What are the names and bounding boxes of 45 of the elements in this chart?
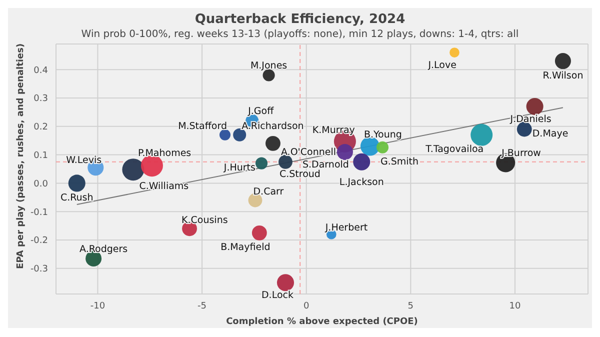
series-label: D.Maye	[532, 128, 568, 140]
series-label: J.Herbert	[324, 222, 368, 234]
series-label: D.Lock	[261, 290, 294, 301]
y-tick-label: 0.0	[34, 179, 48, 190]
series-label: A.O'Connell	[280, 146, 336, 158]
series-label: W.Levis	[66, 154, 102, 166]
series-label: M.Jones	[250, 60, 288, 72]
y-tick-label: -0.1	[30, 208, 48, 218]
y-tick-label: -0.2	[30, 236, 48, 246]
series-label: J.Daniels	[509, 114, 552, 125]
series-label: C.Rush	[60, 192, 94, 204]
series-label: J.Hurts	[222, 162, 256, 174]
series-label: A.Richardson	[242, 121, 304, 132]
y-tick-label: 0.4	[34, 66, 48, 76]
series-label: P.Mahomes	[138, 148, 192, 159]
series-label: L.Jackson	[339, 177, 384, 188]
series-label: S.Darnold	[302, 159, 349, 170]
series-label: G.Smith	[380, 156, 419, 168]
series-label: A.Rodgers	[80, 244, 128, 255]
y-tick-label: -0.3	[30, 264, 48, 275]
series-label: K.Murray	[312, 124, 356, 136]
y-tick-label: 0.1	[34, 150, 48, 161]
series-label: M.Stafford	[178, 121, 227, 132]
chart-subtitle: Win prob 0-100%, reg. weeks 13-13 (playoffs: none), min 12 plays, downs: 1-4, qtrs: all	[80, 29, 520, 40]
series-label: J.Love	[427, 60, 457, 71]
x-tick-label: 0	[303, 301, 310, 312]
series-label: J.Burrow	[500, 148, 542, 160]
chart-title: Quarterback Efficiency, 2024	[194, 11, 406, 27]
x-tick-label: 5	[408, 301, 414, 312]
series-label: K.Cousins	[182, 214, 228, 226]
x-tick-label: 10	[509, 301, 521, 312]
series-label: B.Mayfield	[220, 242, 270, 254]
y-axis-title: EPA per play (passes, rushes, and penalties)	[16, 43, 26, 269]
series-label: D.Carr	[253, 186, 284, 198]
x-tick-label: -10	[90, 301, 106, 312]
series-label: J.Goff	[247, 106, 274, 118]
series-label: C.Stroud	[279, 169, 320, 180]
series-label: C.Williams	[139, 180, 189, 192]
x-tick-label: -5	[198, 301, 207, 312]
series-label: R.Wilson	[542, 70, 584, 82]
series-label: T.Tagovailoa	[424, 144, 484, 156]
x-axis-title: Completion % above expected (CPOE)	[226, 317, 418, 327]
y-tick-label: 0.3	[34, 94, 48, 104]
y-tick-label: 0.2	[34, 122, 48, 133]
series-label: B.Young	[364, 130, 402, 141]
